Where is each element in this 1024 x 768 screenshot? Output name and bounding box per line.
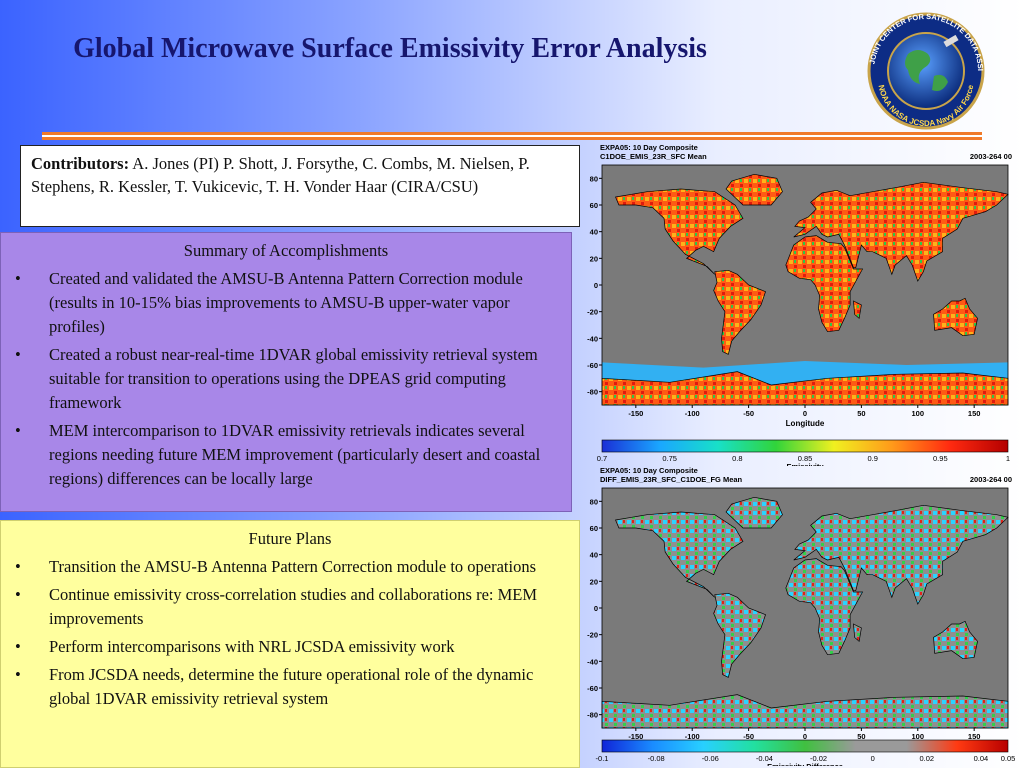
x-tick-label: 100 [912,732,925,741]
contributors-box: Contributors: A. Jones (PI) P. Shott, J.… [20,145,580,227]
x-tick-label: 0 [803,409,807,418]
colorbar-tick-label: 0.95 [933,454,948,463]
continent-shape [713,269,766,355]
x-tick-label: -100 [685,409,700,418]
y-tick-label: 60 [590,201,598,210]
emissivity-mean-map: EXPA05: 10 Day CompositeC1DOE_EMIS_23R_S… [587,143,1012,466]
colorbar-tick-label: -0.02 [810,754,827,763]
y-tick-label: 0 [594,281,598,290]
future-heading: Future Plans [248,529,332,548]
x-tick-label: -150 [628,409,643,418]
x-axis-label: Longitude [786,419,825,428]
emissivity-difference-map: EXPA05: 10 Day CompositeDIFF_EMIS_23R_SF… [587,466,1016,766]
chart-subtitle: C1DOE_EMIS_23R_SFC Mean [600,152,707,161]
continent-shape [615,511,744,598]
continent-shape [785,235,864,333]
future-item: From JCSDA needs, determine the future o… [13,663,567,711]
y-tick-label: -40 [587,657,598,666]
y-tick-label: -80 [587,388,598,397]
continent-shape [785,558,864,656]
y-tick-label: 0 [594,604,598,613]
y-tick-label: 40 [590,551,598,560]
y-tick-label: -20 [587,631,598,640]
chart-date: 2003-264 00 [970,475,1012,484]
future-item: Continue emissivity cross-correlation st… [13,583,567,631]
summary-item: Created a robust near-real-time 1DVAR gl… [13,343,559,415]
y-tick-label: -80 [587,711,598,720]
contributors-label: Contributors: [31,154,130,173]
continent-shape [933,297,978,337]
colorbar-tick-label: -0.06 [702,754,719,763]
colorbar-tick-label: 0.8 [732,454,742,463]
jcsda-logo: JOINT CENTER FOR SATELLITE DATA ASSIMILA… [852,12,985,130]
x-tick-label: 0 [803,732,807,741]
y-tick-label: -40 [587,334,598,343]
y-tick-label: 20 [590,254,598,263]
continent-shape [615,188,744,275]
colorbar-tick-label: 0.05 [1001,754,1016,763]
continent-shape [713,592,766,678]
continent-shape [853,300,862,320]
divider-rule [42,132,982,140]
colorbar-tick-label: 0.7 [597,454,607,463]
future-panel: Future Plans Transition the AMSU-B Anten… [0,520,580,768]
page-title: Global Microwave Surface Emissivity Erro… [73,33,707,64]
x-tick-label: -100 [685,732,700,741]
colorbar-tick-label: 0.9 [867,454,877,463]
continent-shape [853,623,862,643]
colorbar-label: Emissivity [786,462,824,466]
colorbar [601,739,1009,753]
colorbar-tick-label: -0.1 [596,754,609,763]
x-tick-label: 150 [968,732,981,741]
y-tick-label: 80 [590,497,598,506]
chart-title: EXPA05: 10 Day Composite [600,143,698,152]
future-list: Transition the AMSU-B Antenna Pattern Co… [13,555,567,711]
x-tick-label: 50 [857,409,865,418]
summary-list: Created and validated the AMSU-B Antenna… [13,267,559,491]
contributors-text: A. Jones (PI) P. Shott, J. Forsythe, C. … [31,154,530,196]
colorbar-tick-label: 0.75 [662,454,677,463]
x-tick-label: -50 [743,732,754,741]
summary-heading: Summary of Accomplishments [183,241,389,260]
y-tick-label: -60 [587,684,598,693]
y-tick-label: -60 [587,361,598,370]
y-tick-label: 40 [590,228,598,237]
colorbar [601,439,1009,453]
colorbar-tick-label: 0.04 [974,754,989,763]
chart-date: 2003-264 00 [970,152,1012,161]
colorbar-tick-label: 0.85 [798,454,813,463]
chart-subtitle: DIFF_EMIS_23R_SFC_C1DOE_FG Mean [600,475,743,484]
continent-shape [725,173,783,206]
colorbar-tick-label: 1 [1006,454,1010,463]
future-item: Transition the AMSU-B Antenna Pattern Co… [13,555,567,579]
continent-shape [793,181,1009,282]
y-tick-label: 20 [590,577,598,586]
x-tick-label: 100 [912,409,925,418]
summary-item: Created and validated the AMSU-B Antenna… [13,267,559,339]
summary-panel: Summary of Accomplishments Created and v… [0,232,572,512]
continent-shape [725,496,783,529]
x-tick-label: 150 [968,409,981,418]
colorbar-tick-label: 0.02 [919,754,934,763]
future-item: Perform intercomparisons with NRL JCSDA … [13,635,567,659]
x-tick-label: -150 [628,732,643,741]
y-tick-label: 80 [590,174,598,183]
colorbar-label: Emissivity Difference [767,762,843,766]
x-tick-label: -50 [743,409,754,418]
colorbar-tick-label: 0 [871,754,875,763]
colorbar-tick-label: -0.08 [648,754,665,763]
colorbar-tick-label: -0.04 [756,754,773,763]
x-tick-label: 50 [857,732,865,741]
y-tick-label: 60 [590,524,598,533]
continent-shape [933,620,978,660]
sea-ice-region [602,361,1008,385]
chart-title: EXPA05: 10 Day Composite [600,466,698,475]
y-tick-label: -20 [587,308,598,317]
continent-shape [793,504,1009,605]
summary-item: MEM intercomparison to 1DVAR emissivity … [13,419,559,491]
